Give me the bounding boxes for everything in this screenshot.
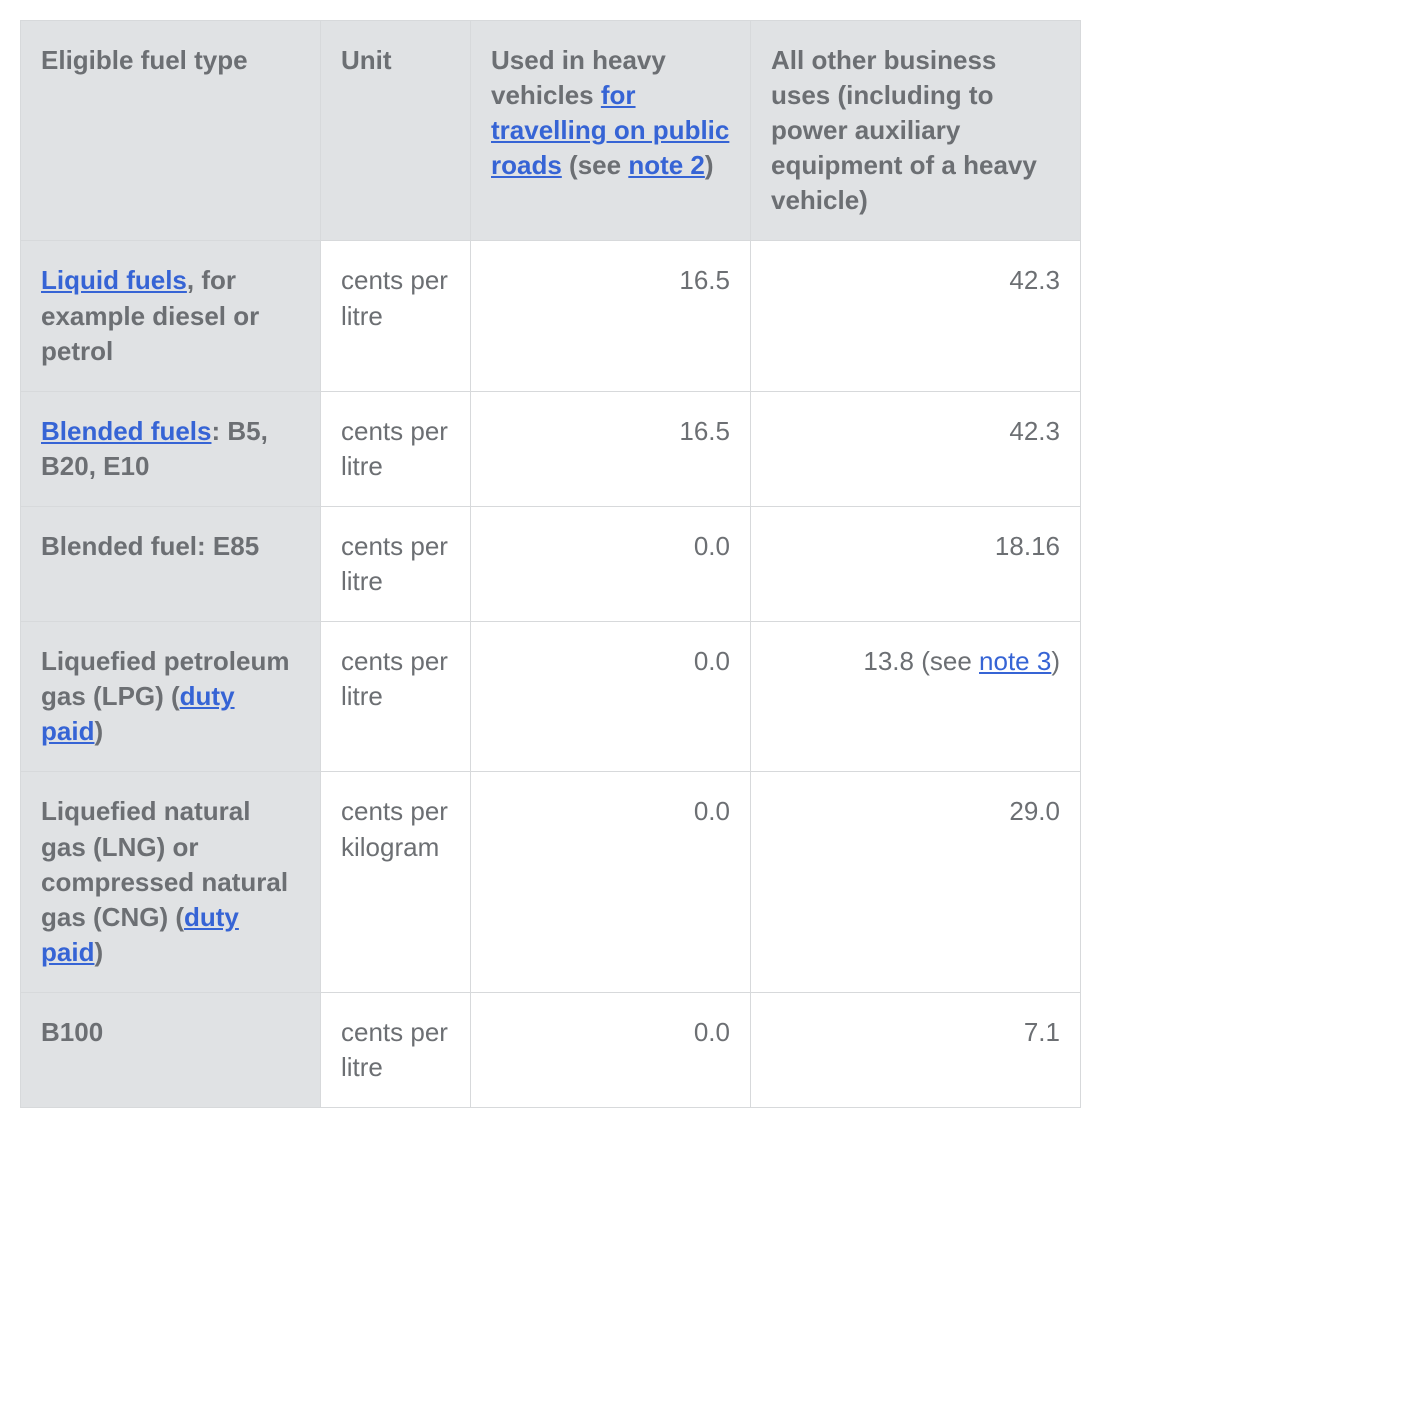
- fuel-text: Liquefied natural gas (LNG) or compresse…: [41, 796, 288, 931]
- table-row: Liquefied natural gas (LNG) or compresse…: [21, 772, 1081, 992]
- fuel-text: ): [94, 716, 103, 746]
- table-row: Blended fuel: E85 cents per litre 0.0 18…: [21, 506, 1081, 621]
- cell-fuel-type: Liquefied natural gas (LNG) or compresse…: [21, 772, 321, 992]
- cell-heavy: 0.0: [471, 506, 751, 621]
- cell-unit: cents per litre: [321, 992, 471, 1107]
- header-other-uses: All other business uses (including to po…: [751, 21, 1081, 241]
- cell-heavy: 0.0: [471, 622, 751, 772]
- cell-unit: cents per litre: [321, 241, 471, 391]
- other-text: ): [1051, 646, 1060, 676]
- fuel-credits-table: Eligible fuel type Unit Used in heavy ve…: [20, 20, 1081, 1108]
- cell-fuel-type: Liquid fuels, for example diesel or petr…: [21, 241, 321, 391]
- cell-heavy: 16.5: [471, 241, 751, 391]
- header-unit: Unit: [321, 21, 471, 241]
- table-row: B100 cents per litre 0.0 7.1: [21, 992, 1081, 1107]
- note-2-link[interactable]: note 2: [628, 150, 705, 180]
- cell-heavy: 0.0: [471, 992, 751, 1107]
- table-row: Blended fuels: B5, B20, E10 cents per li…: [21, 391, 1081, 506]
- cell-fuel-type: Blended fuel: E85: [21, 506, 321, 621]
- cell-other: 42.3: [751, 241, 1081, 391]
- cell-heavy: 0.0: [471, 772, 751, 992]
- cell-other: 29.0: [751, 772, 1081, 992]
- table-row: Liquefied petroleum gas (LPG) (duty paid…: [21, 622, 1081, 772]
- cell-fuel-type: Blended fuels: B5, B20, E10: [21, 391, 321, 506]
- cell-unit: cents per litre: [321, 622, 471, 772]
- table-row: Liquid fuels, for example diesel or petr…: [21, 241, 1081, 391]
- cell-fuel-type: B100: [21, 992, 321, 1107]
- header-text: Used in heavy vehicles: [491, 45, 666, 110]
- header-text: (see: [562, 150, 629, 180]
- header-heavy-vehicles: Used in heavy vehicles for travelling on…: [471, 21, 751, 241]
- header-fuel-type: Eligible fuel type: [21, 21, 321, 241]
- blended-fuels-link[interactable]: Blended fuels: [41, 416, 211, 446]
- cell-unit: cents per litre: [321, 506, 471, 621]
- cell-other: 18.16: [751, 506, 1081, 621]
- table-header-row: Eligible fuel type Unit Used in heavy ve…: [21, 21, 1081, 241]
- cell-other: 13.8 (see note 3): [751, 622, 1081, 772]
- cell-unit: cents per litre: [321, 391, 471, 506]
- fuel-text: ): [94, 937, 103, 967]
- fuel-text: Liquefied petroleum gas (LPG) (: [41, 646, 289, 711]
- cell-unit: cents per kilogram: [321, 772, 471, 992]
- note-3-link[interactable]: note 3: [979, 646, 1051, 676]
- cell-other: 7.1: [751, 992, 1081, 1107]
- header-text: ): [705, 150, 714, 180]
- cell-fuel-type: Liquefied petroleum gas (LPG) (duty paid…: [21, 622, 321, 772]
- cell-other: 42.3: [751, 391, 1081, 506]
- cell-heavy: 16.5: [471, 391, 751, 506]
- liquid-fuels-link[interactable]: Liquid fuels: [41, 265, 187, 295]
- other-text: 13.8 (see: [863, 646, 979, 676]
